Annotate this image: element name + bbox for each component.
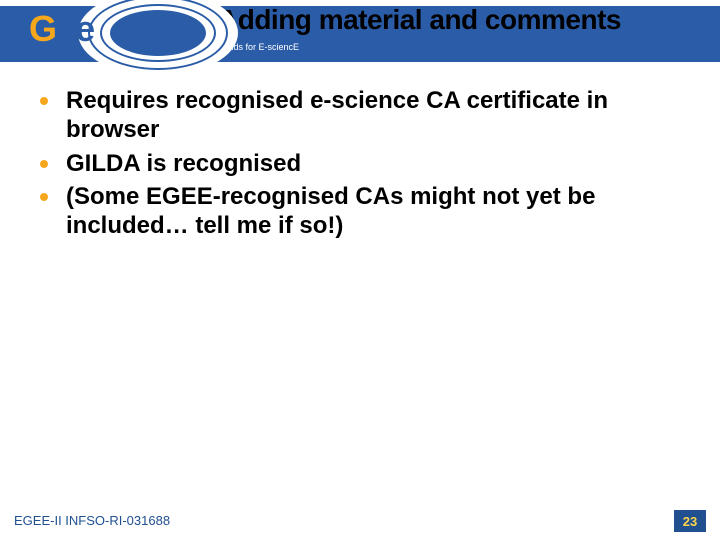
page-number-value: 23 bbox=[683, 514, 697, 529]
page-number: 23 bbox=[674, 510, 706, 532]
logo-letter: e bbox=[56, 8, 75, 49]
bullet-row: GILDA is recognised bbox=[40, 149, 690, 178]
slide-title: Adding material and comments bbox=[218, 4, 718, 36]
body: Requires recognised e-science CA certifi… bbox=[40, 86, 690, 244]
bullet-icon bbox=[40, 160, 48, 168]
bullet-row: (Some EGEE-recognised CAs might not yet … bbox=[40, 182, 690, 241]
logo-text: eGee bbox=[10, 8, 94, 50]
logo-letter: e bbox=[75, 8, 94, 49]
bullet-text: (Some EGEE-recognised CAs might not yet … bbox=[66, 182, 690, 241]
slide: eGee Adding material and comments Enabli… bbox=[0, 0, 720, 540]
logo-ellipse-inner bbox=[110, 10, 206, 56]
bullet-row: Requires recognised e-science CA certifi… bbox=[40, 86, 690, 145]
logo-letter: G bbox=[29, 8, 56, 49]
bullet-icon bbox=[40, 97, 48, 105]
footer-text: EGEE-II INFSO-RI-031688 bbox=[14, 513, 170, 528]
bullet-text: GILDA is recognised bbox=[66, 149, 301, 178]
logo-letter: e bbox=[10, 8, 29, 49]
bullet-text: Requires recognised e-science CA certifi… bbox=[66, 86, 690, 145]
egee-logo: eGee bbox=[10, 0, 182, 70]
bullet-icon bbox=[40, 193, 48, 201]
